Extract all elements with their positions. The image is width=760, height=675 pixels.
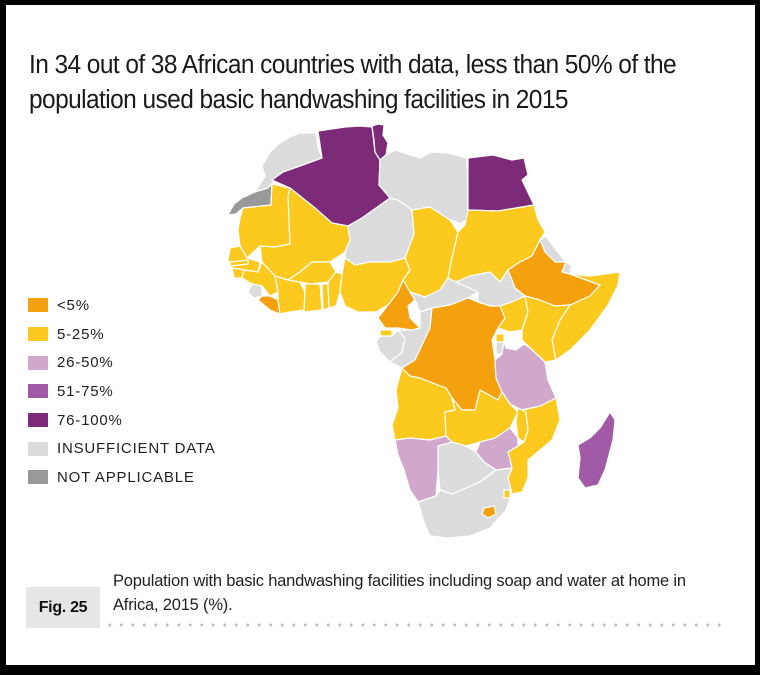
country-eswatini <box>503 489 511 499</box>
legend-item: 26-50% <box>28 348 216 377</box>
legend-label: 5-25% <box>57 325 105 343</box>
country-sierra-leone <box>247 283 263 299</box>
legend-swatch <box>28 413 48 428</box>
legend-item: <5% <box>28 291 216 320</box>
dotted-divider <box>104 623 724 627</box>
country-liberia <box>257 295 281 315</box>
legend-swatch <box>28 298 48 313</box>
legend-swatch <box>28 441 48 456</box>
country-lesotho <box>481 505 497 519</box>
country-kenya <box>521 295 571 363</box>
legend-label: 76-100% <box>57 411 123 429</box>
legend: <5% 5-25% 26-50% 51-75% 76-100% INSUFFIC… <box>28 291 216 492</box>
legend-swatch <box>28 384 48 399</box>
legend-label: INSUFFICIENT DATA <box>57 440 216 458</box>
country-rwanda <box>495 333 505 343</box>
country-ghana <box>303 283 323 313</box>
chart-title: In 34 out of 38 African countries with d… <box>29 51 677 114</box>
country-western-sahara <box>227 183 273 216</box>
legend-swatch <box>28 470 48 485</box>
legend-item: INSUFFICIENT DATA <box>28 434 216 463</box>
legend-label: NOT APPLICABLE <box>57 468 195 486</box>
country-tunisia <box>371 123 389 161</box>
legend-label: 51-75% <box>57 382 114 400</box>
legend-swatch <box>28 355 48 370</box>
country-equatorial-guinea <box>379 329 393 337</box>
legend-label: <5% <box>57 296 90 314</box>
country-mozambique <box>507 397 561 495</box>
figure-label-box: Fig. 25 <box>26 587 100 628</box>
country-egypt <box>467 154 535 212</box>
country-somalia <box>551 271 621 361</box>
legend-item: 51-75% <box>28 377 216 406</box>
figure-label: Fig. 25 <box>38 598 88 616</box>
country-madagascar <box>577 411 616 489</box>
legend-label: 26-50% <box>57 354 114 372</box>
legend-item: 76-100% <box>28 406 216 435</box>
country-south-africa <box>417 467 513 539</box>
figure-caption: Population with basic handwashing facili… <box>113 572 686 614</box>
country-gambia <box>229 259 249 267</box>
legend-item: 5-25% <box>28 320 216 349</box>
legend-item: NOT APPLICABLE <box>28 463 216 492</box>
country-guinea <box>241 261 279 297</box>
legend-swatch <box>28 327 48 342</box>
